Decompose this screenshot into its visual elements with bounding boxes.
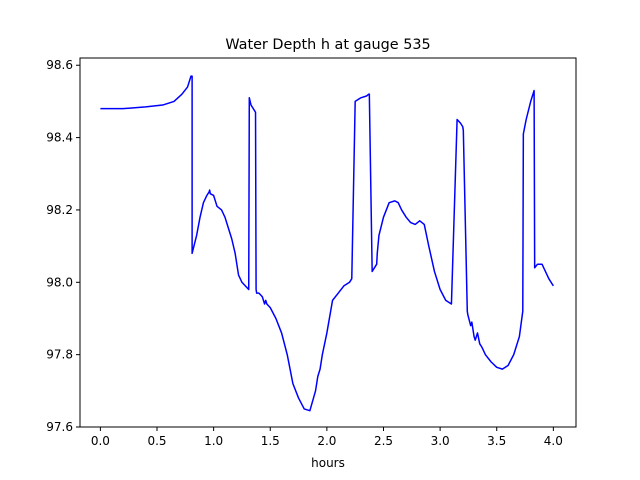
chart-title: Water Depth h at gauge 535	[225, 37, 430, 53]
x-tick-label: 2.0	[317, 434, 336, 448]
x-tick-label: 4.0	[544, 434, 563, 448]
y-tick-label: 98.0	[46, 275, 73, 289]
y-tick-label: 97.8	[46, 348, 73, 362]
plot-frame	[79, 57, 577, 428]
plot-series	[100, 75, 554, 412]
x-tick-label: 3.5	[487, 434, 506, 448]
y-axis: 97.6 97.8 98.0 98.2 98.4 98.6	[46, 58, 80, 434]
x-tick-label: 3.0	[431, 434, 450, 448]
x-tick-label: 0.5	[147, 434, 166, 448]
x-tick-label: 1.0	[204, 434, 223, 448]
y-tick-label: 98.2	[46, 203, 73, 217]
y-tick-label: 98.6	[46, 58, 73, 72]
x-axis: 0.0 0.5 1.0 1.5 2.0 2.5 3.0 3.5 4.0	[91, 427, 563, 448]
y-tick-label: 97.6	[46, 420, 73, 434]
x-axis-label: hours	[311, 456, 345, 470]
x-tick-label: 1.5	[261, 434, 280, 448]
series-line	[100, 75, 554, 412]
x-tick-label: 0.0	[91, 434, 110, 448]
x-tick-label: 2.5	[374, 434, 393, 448]
y-tick-label: 98.4	[46, 131, 73, 145]
